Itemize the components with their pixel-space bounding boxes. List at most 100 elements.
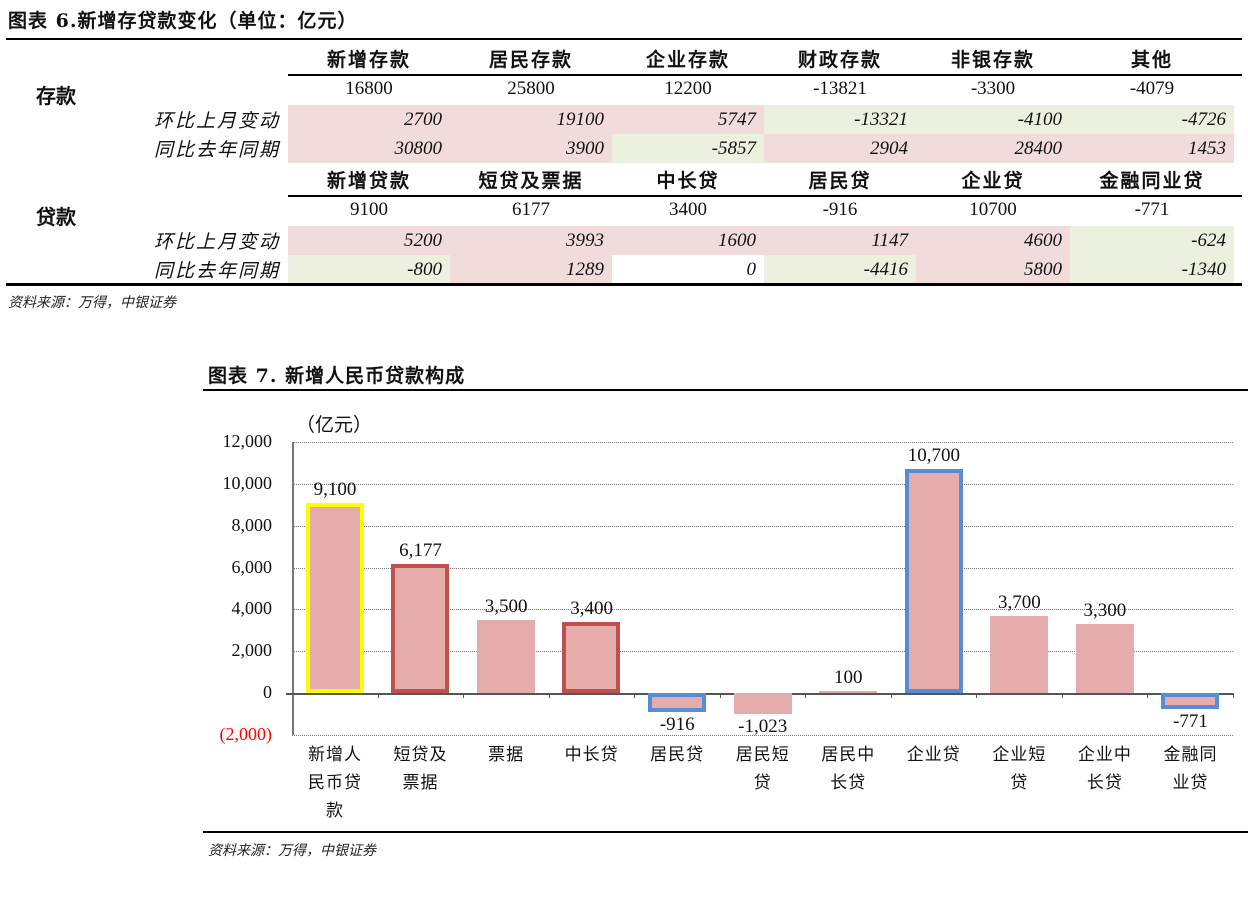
table-value: 6177 (512, 199, 550, 220)
x-category-label: 企业中 (1077, 745, 1132, 765)
x-tick (1147, 693, 1149, 698)
bar-value-label: 6,177 (399, 539, 442, 561)
row-label-mom: 环比上月变动 (153, 231, 280, 253)
x-tick (1061, 693, 1063, 698)
mom-cell: -4100 (916, 105, 1070, 134)
table-value: -13821 (813, 78, 867, 99)
bar-value-label: 100 (834, 666, 863, 688)
yoy-cell: 1289 (450, 255, 612, 284)
y-axis (292, 442, 294, 735)
x-category-label: 中长贷 (564, 745, 619, 765)
mom-cell: -13321 (764, 105, 916, 134)
y-tick-label: 4,000 (231, 598, 273, 619)
yoy-cell: -1340 (1070, 255, 1234, 284)
gridline (292, 525, 1233, 527)
mom-cell: 1147 (764, 226, 916, 255)
x-category-label: 金融同 (1163, 745, 1218, 765)
bar (1075, 624, 1134, 693)
mom-cell: 19100 (450, 105, 612, 134)
figure6-source: 资料来源：万得，中银证券 (8, 295, 176, 311)
x-tick (548, 693, 550, 698)
column-header: 中长贷 (656, 170, 720, 192)
chart-unit-label: （亿元） (296, 414, 373, 436)
figure7-title: 图表 7. 新增人民币贷款构成 (208, 365, 466, 387)
table-value: -3300 (970, 78, 1016, 99)
mom-cell: 4600 (916, 226, 1070, 255)
x-category-label: 企业短 (992, 745, 1047, 765)
yoy-cell: 28400 (916, 134, 1070, 163)
mom-cell: 2700 (288, 105, 450, 134)
figure7-bottom-rule (203, 831, 1248, 833)
x-tick (719, 693, 721, 698)
x-category-label: 短贷及 (393, 745, 448, 765)
table-value: -771 (1134, 199, 1170, 220)
row-label-yoy: 同比去年同期 (153, 260, 280, 282)
x-tick (634, 693, 636, 698)
gridline (292, 609, 1233, 611)
column-header: 财政存款 (797, 49, 882, 71)
bar-value-label: 3,700 (997, 591, 1041, 613)
y-tick-label: 10,000 (222, 473, 273, 493)
x-category-label: 业贷 (1172, 773, 1209, 793)
x-tick (377, 693, 379, 698)
x-tick (463, 693, 465, 698)
x-category-label: 款 (326, 801, 344, 821)
mom-cell: 1600 (612, 226, 764, 255)
column-header: 企业贷 (961, 170, 1025, 192)
bar-value-label: 3,400 (570, 597, 613, 619)
section-label: 贷款 (36, 205, 76, 229)
mom-cell: -624 (1070, 226, 1234, 255)
bar-value-label: -1,023 (738, 716, 788, 738)
figure6-bottom-rule (6, 283, 1242, 286)
x-category-label: 长贷 (830, 773, 867, 793)
column-header: 金融同业贷 (1099, 170, 1205, 192)
bar (391, 563, 450, 693)
x-category-label: 票据 (402, 773, 439, 793)
yoy-cell: 5800 (916, 255, 1070, 284)
yoy-cell: 1453 (1070, 134, 1234, 163)
y-tick-label: (2,000) (219, 723, 273, 744)
mom-cell: 5747 (612, 105, 764, 134)
y-tick-label: 0 (263, 682, 272, 702)
figure6-top-rule (6, 38, 1242, 40)
mom-cell: -4726 (1070, 105, 1234, 134)
bar-value-label: 3,500 (484, 595, 528, 617)
yoy-cell: 2904 (764, 134, 916, 163)
x-category-label: 企业贷 (906, 745, 961, 765)
header-underline (288, 74, 1242, 76)
x-category-label: 贷 (753, 773, 772, 793)
gridline (292, 734, 1233, 736)
mom-cell: 3993 (450, 226, 612, 255)
mom-cell: 5200 (288, 226, 450, 255)
table-value: 12200 (664, 78, 712, 99)
bar (305, 502, 364, 693)
y-tick-label: 12,000 (222, 431, 273, 452)
yoy-cell: -5857 (612, 134, 764, 163)
bar-value-label: 10,700 (907, 445, 960, 467)
table-value: -916 (822, 199, 858, 220)
table-value: 25800 (507, 78, 555, 99)
column-header: 短贷及票据 (478, 170, 584, 192)
x-category-label: 民币贷 (308, 773, 362, 793)
figure7-source: 资料来源：万得，中银证券 (208, 843, 376, 859)
x-tick (976, 693, 978, 698)
x-category-label: 贷 (1010, 773, 1029, 793)
x-category-label: 票据 (488, 745, 525, 765)
gridline (292, 484, 1233, 485)
y-tick-label: 2,000 (231, 640, 273, 661)
gridline (292, 442, 1233, 444)
row-label-yoy: 同比去年同期 (153, 139, 280, 161)
y-tick-label: 6,000 (231, 556, 273, 577)
figure7-top-rule (203, 389, 1248, 391)
yoy-cell: 30800 (288, 134, 450, 163)
column-header: 非银存款 (950, 49, 1035, 71)
x-tick (890, 693, 892, 698)
x-category-label: 长贷 (1086, 773, 1123, 793)
bar-value-label: 3,300 (1083, 600, 1127, 622)
column-header: 居民存款 (488, 49, 573, 71)
bar (819, 690, 878, 693)
bar-value-label: -771 (1173, 711, 1208, 733)
gridline (292, 651, 1233, 653)
figure6-title: 图表 6.新增存贷款变化（单位：亿元） (8, 10, 358, 32)
x-category-label: 居民中 (821, 745, 876, 765)
